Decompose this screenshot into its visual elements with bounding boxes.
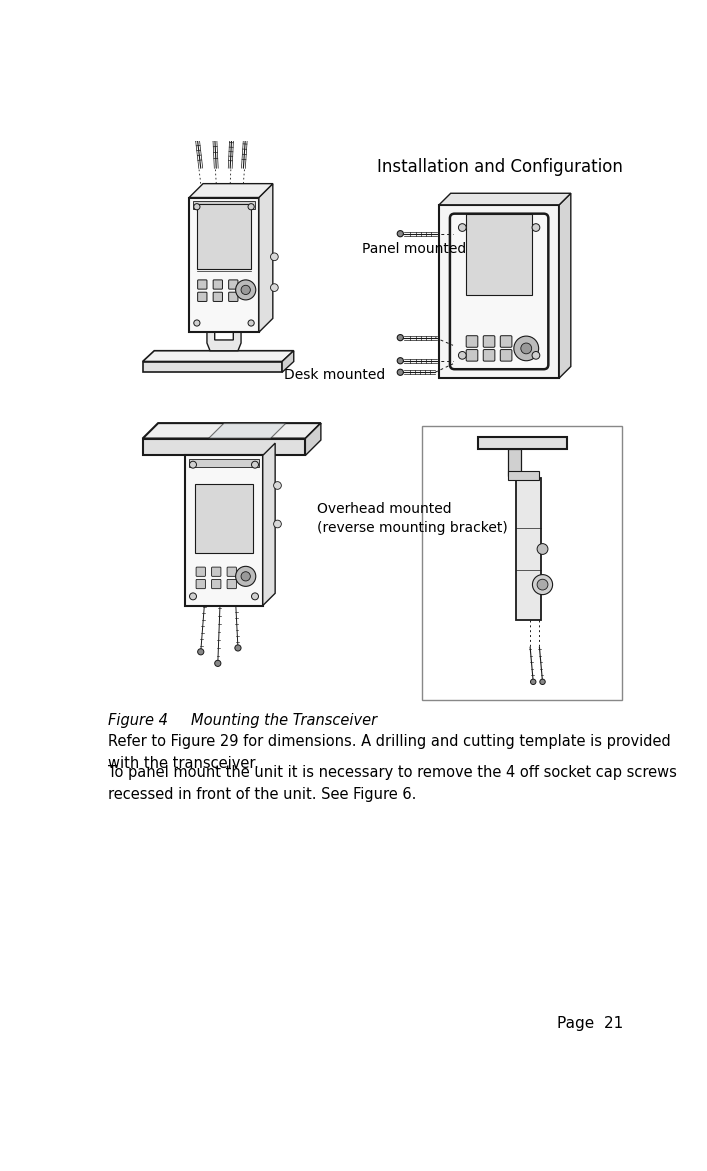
Circle shape bbox=[458, 224, 466, 232]
Circle shape bbox=[241, 571, 250, 581]
Polygon shape bbox=[207, 333, 241, 351]
FancyBboxPatch shape bbox=[466, 350, 478, 361]
Text: Overhead mounted
(reverse mounting bracket): Overhead mounted (reverse mounting brack… bbox=[317, 502, 508, 535]
Circle shape bbox=[397, 357, 404, 364]
Circle shape bbox=[235, 280, 256, 300]
Circle shape bbox=[252, 461, 259, 468]
Circle shape bbox=[215, 660, 221, 666]
Circle shape bbox=[192, 111, 197, 117]
FancyBboxPatch shape bbox=[196, 567, 206, 576]
FancyBboxPatch shape bbox=[213, 293, 223, 301]
Bar bbox=[516, 478, 541, 621]
FancyBboxPatch shape bbox=[198, 293, 207, 301]
Circle shape bbox=[530, 679, 536, 685]
Text: Page  21: Page 21 bbox=[557, 1015, 623, 1030]
Bar bbox=[478, 437, 567, 450]
Polygon shape bbox=[189, 198, 259, 333]
Circle shape bbox=[271, 283, 279, 292]
FancyBboxPatch shape bbox=[228, 293, 238, 301]
Bar bbox=[195, 484, 253, 553]
FancyBboxPatch shape bbox=[484, 350, 495, 361]
Text: Figure 4     Mounting the Transceiver: Figure 4 Mounting the Transceiver bbox=[107, 713, 377, 727]
Circle shape bbox=[514, 336, 539, 361]
Circle shape bbox=[274, 481, 281, 489]
Text: Panel mounted: Panel mounted bbox=[362, 242, 466, 256]
Bar bbox=[467, 225, 532, 235]
Circle shape bbox=[532, 575, 553, 595]
Bar bbox=[143, 438, 305, 456]
Circle shape bbox=[537, 580, 548, 590]
Bar bbox=[193, 201, 255, 210]
FancyBboxPatch shape bbox=[501, 350, 512, 361]
Polygon shape bbox=[143, 362, 282, 372]
FancyBboxPatch shape bbox=[227, 567, 236, 576]
FancyBboxPatch shape bbox=[227, 580, 236, 589]
Circle shape bbox=[248, 204, 255, 210]
Text: To panel mount the unit it is necessary to remove the 4 off socket cap screws
re: To panel mount the unit it is necessary … bbox=[107, 765, 677, 802]
Polygon shape bbox=[259, 184, 273, 333]
FancyBboxPatch shape bbox=[211, 567, 221, 576]
Polygon shape bbox=[185, 456, 263, 605]
Polygon shape bbox=[143, 423, 321, 438]
Circle shape bbox=[458, 351, 466, 359]
FancyBboxPatch shape bbox=[501, 336, 512, 348]
Circle shape bbox=[532, 351, 540, 359]
Circle shape bbox=[252, 593, 259, 600]
Bar bbox=[508, 471, 539, 480]
FancyBboxPatch shape bbox=[484, 336, 495, 348]
Circle shape bbox=[194, 204, 200, 210]
Text: Desk mounted: Desk mounted bbox=[284, 369, 386, 383]
Polygon shape bbox=[189, 184, 273, 198]
Circle shape bbox=[397, 369, 404, 376]
Bar bbox=[508, 450, 521, 477]
Polygon shape bbox=[263, 443, 275, 605]
Text: Installation and Configuration: Installation and Configuration bbox=[378, 158, 623, 176]
Circle shape bbox=[235, 567, 256, 587]
Circle shape bbox=[248, 320, 255, 326]
Circle shape bbox=[397, 335, 404, 341]
Circle shape bbox=[274, 520, 281, 528]
Circle shape bbox=[537, 543, 548, 554]
Bar bbox=[439, 205, 559, 378]
FancyBboxPatch shape bbox=[466, 336, 478, 348]
Bar bbox=[421, 426, 621, 699]
FancyBboxPatch shape bbox=[450, 213, 549, 369]
Bar bbox=[189, 459, 259, 467]
Polygon shape bbox=[143, 351, 293, 362]
Polygon shape bbox=[209, 423, 286, 438]
Circle shape bbox=[189, 593, 197, 600]
Bar bbox=[197, 204, 251, 269]
Circle shape bbox=[271, 253, 279, 261]
Circle shape bbox=[397, 231, 404, 237]
FancyBboxPatch shape bbox=[228, 280, 238, 289]
FancyBboxPatch shape bbox=[196, 580, 206, 589]
Circle shape bbox=[532, 224, 540, 232]
Circle shape bbox=[194, 320, 200, 326]
Bar bbox=[466, 214, 532, 295]
FancyBboxPatch shape bbox=[213, 280, 223, 289]
Polygon shape bbox=[439, 193, 571, 205]
Text: Refer to Figure 29 for dimensions. A drilling and cutting template is provided
w: Refer to Figure 29 for dimensions. A dri… bbox=[107, 734, 670, 771]
Circle shape bbox=[540, 679, 545, 685]
Circle shape bbox=[245, 108, 250, 114]
Circle shape bbox=[241, 286, 250, 295]
Circle shape bbox=[230, 116, 235, 121]
FancyBboxPatch shape bbox=[211, 580, 221, 589]
Circle shape bbox=[521, 343, 532, 354]
Polygon shape bbox=[282, 351, 293, 372]
Circle shape bbox=[211, 100, 216, 105]
Circle shape bbox=[189, 461, 197, 468]
Polygon shape bbox=[305, 423, 321, 456]
FancyBboxPatch shape bbox=[198, 280, 207, 289]
Circle shape bbox=[235, 645, 241, 651]
Polygon shape bbox=[559, 193, 571, 378]
Circle shape bbox=[198, 649, 204, 655]
